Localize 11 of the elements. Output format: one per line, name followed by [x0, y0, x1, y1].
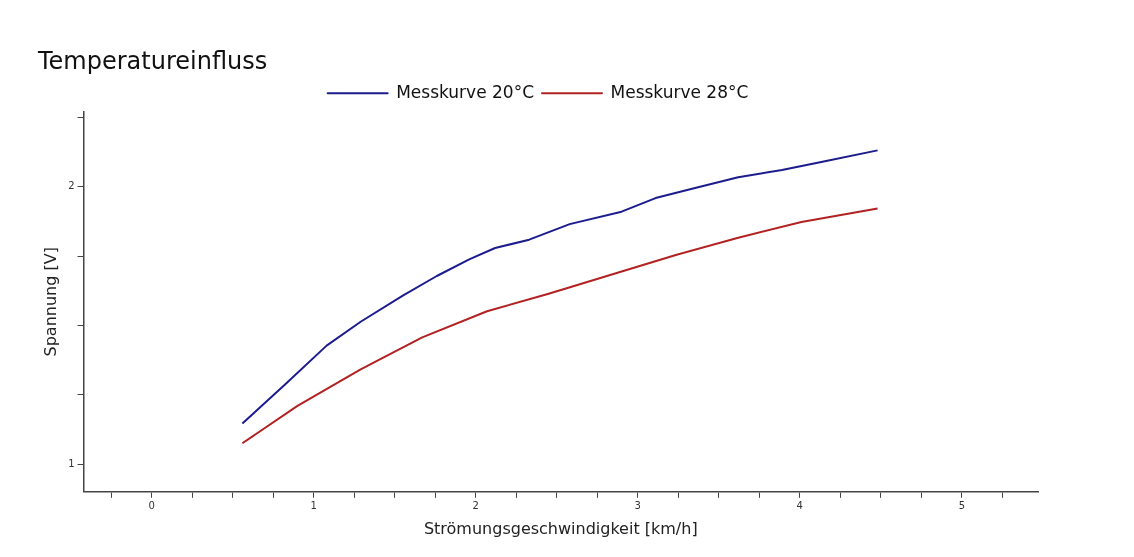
x-tick-label: 5 — [958, 500, 966, 512]
x-tick-label: 2 — [472, 500, 479, 512]
x-tick-label: 4 — [796, 500, 803, 512]
chart-title: Temperatureinfluss — [37, 46, 268, 75]
legend-label: Messkurve 20°C — [396, 81, 535, 102]
x-tick-label: 3 — [634, 500, 641, 512]
x-axis-title: Strömungsgeschwindigkeit [km/h] — [423, 518, 698, 538]
x-tick-label: 0 — [148, 500, 155, 512]
legend-label: Messkurve 28°C — [610, 81, 749, 102]
y-axis-title: Spannung [V] — [40, 247, 60, 357]
x-tick-label: 1 — [310, 500, 317, 512]
